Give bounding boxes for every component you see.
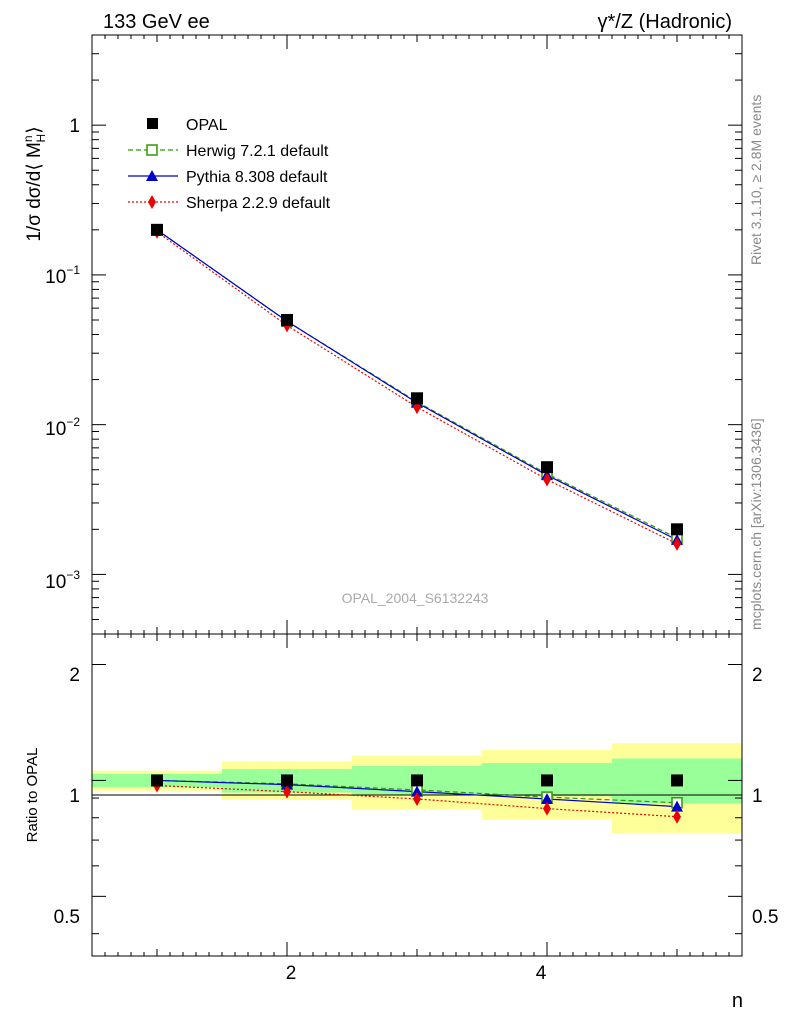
ratio-ytick-labels-left: 0.5 1 2 — [54, 665, 80, 928]
main-line-sherpa — [156, 231, 678, 545]
ytick-label-1: 1 — [69, 116, 80, 137]
ratio-point-opal-n4 — [541, 774, 553, 787]
ratio-ytick-label-1: 1 — [69, 786, 80, 807]
ratio-ytick-labels-right: 0.5 1 2 — [752, 665, 778, 928]
xtick-label-2: 2 — [286, 963, 297, 984]
ratio-point-sherpa-n4 — [543, 801, 551, 816]
ytick-label-1e-2: 10−2 — [45, 415, 80, 440]
xtick-label-4: 4 — [536, 963, 547, 984]
main-point-sherpa-n4 — [543, 472, 551, 487]
ratio-point-opal-n3 — [411, 774, 423, 787]
legend-label-herwig: Herwig 7.2.1 default — [186, 143, 329, 160]
legend-marker-sherpa — [148, 195, 156, 209]
legend: OPAL Herwig 7.2.1 default Pythia 8.308 d… — [128, 117, 331, 212]
ratio-ytick-label-2: 2 — [69, 665, 80, 686]
chart-title-left: 133 GeV ee — [103, 11, 210, 33]
xtick-labels: 2 4 — [286, 963, 547, 984]
main-point-sherpa-n5 — [673, 536, 681, 551]
legend-item-pythia: Pythia 8.308 default — [128, 169, 328, 186]
ratio-ytick-label-right-0.5: 0.5 — [752, 907, 778, 928]
ratio-point-opal-n2 — [281, 774, 293, 787]
legend-label-opal: OPAL — [186, 117, 228, 134]
ytick-label-1e-1: 10−1 — [45, 263, 80, 288]
ytick-label-1e-3: 10−3 — [45, 568, 80, 593]
main-ytick-labels: 10−3 10−2 10−1 1 — [45, 116, 80, 593]
main-point-opal-n1 — [151, 223, 163, 236]
legend-item-sherpa: Sherpa 2.2.9 default — [128, 195, 331, 212]
main-line-herwig — [156, 229, 678, 539]
ratio-point-pythia-n4 — [541, 792, 553, 804]
main-line-pythia — [156, 229, 678, 541]
ratio-point-pythia-n5 — [671, 800, 683, 812]
ratio-point-pythia-n3 — [411, 785, 423, 797]
legend-item-herwig: Herwig 7.2.1 default — [128, 143, 329, 160]
main-point-opal-n5 — [671, 523, 683, 536]
rivet-label: Rivet 3.1.10, ≥ 2.8M events — [748, 95, 764, 265]
ratio-point-opal-n5 — [671, 774, 683, 787]
xlabel: n — [732, 990, 743, 1012]
main-ylabel: 1/σ dσ/d⟨ MnH⟩ — [21, 126, 48, 241]
ratio-point-sherpa-n3 — [413, 791, 421, 806]
legend-label-sherpa: Sherpa 2.2.9 default — [186, 195, 331, 212]
ratio-point-opal-n1 — [151, 774, 163, 787]
mcplots-label: mcplots.cern.ch [arXiv:1306.3436] — [748, 418, 764, 630]
ratio-ylabel: Ratio to OPAL — [24, 748, 41, 843]
ratio-point-sherpa-n5 — [673, 809, 681, 824]
ratio-ytick-label-right-2: 2 — [752, 665, 763, 686]
main-point-opal-n3 — [411, 392, 423, 405]
ratio-ytick-label-0.5: 0.5 — [54, 907, 80, 928]
ratio-point-sherpa-n2 — [283, 784, 291, 799]
legend-marker-pythia — [146, 170, 158, 181]
ratio-ytick-label-right-1: 1 — [752, 786, 763, 807]
legend-label-pythia: Pythia 8.308 default — [186, 169, 328, 186]
analysis-id: OPAL_2004_S6132243 — [342, 590, 489, 606]
legend-item-opal: OPAL — [147, 117, 228, 134]
legend-marker-herwig — [146, 144, 158, 156]
main-point-opal-n2 — [281, 313, 293, 326]
main-point-opal-n4 — [541, 461, 553, 474]
chart-title-right: γ*/Z (Hadronic) — [598, 11, 732, 33]
legend-marker-opal — [147, 118, 158, 129]
